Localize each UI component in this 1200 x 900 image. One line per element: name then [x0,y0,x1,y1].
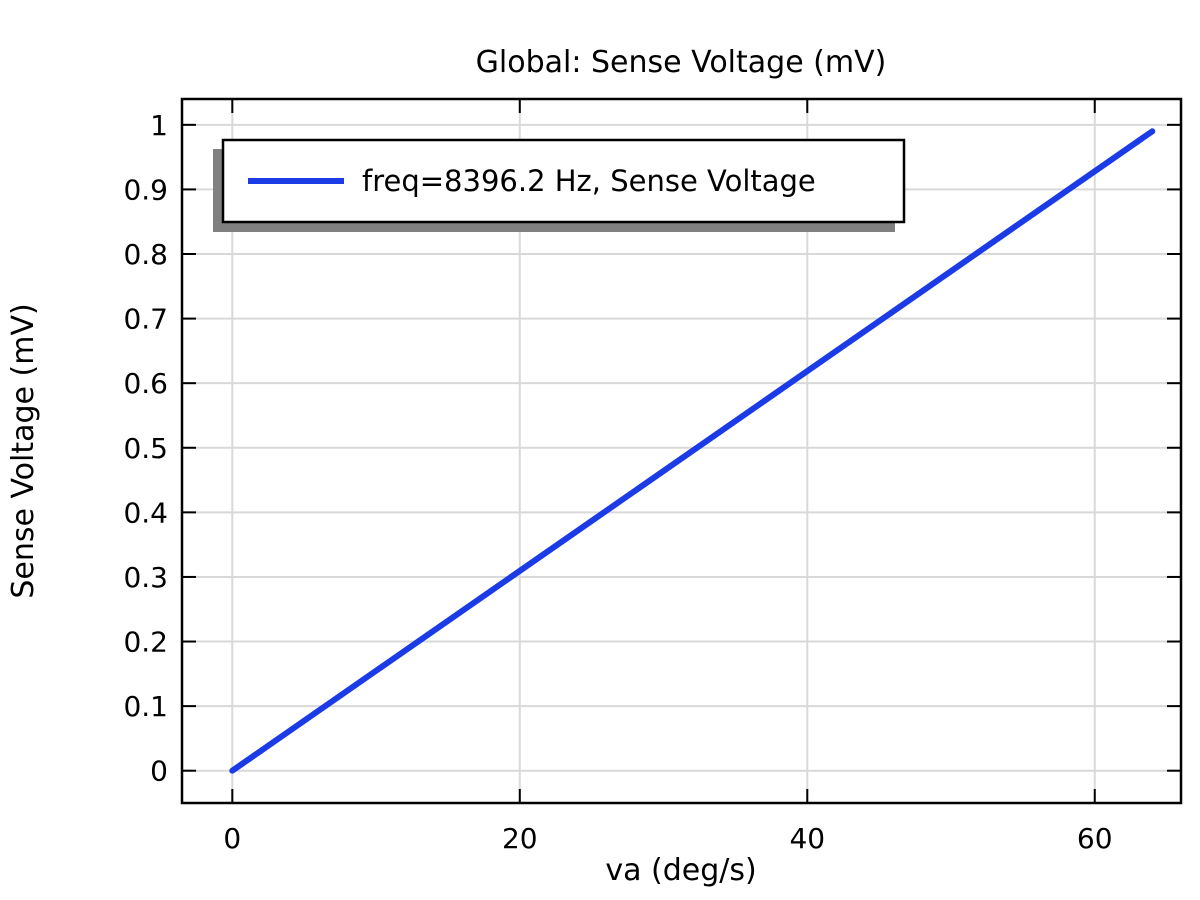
y-tick-label: 1 [150,109,168,142]
y-tick-label: 0.7 [123,303,168,336]
legend: freq=8396.2 Hz, Sense Voltage [213,138,906,232]
plot-frame [180,97,1183,805]
ticks [182,99,1181,803]
x-axis-title: va (deg/s) [605,853,756,888]
y-tick-label: 0 [150,755,168,788]
y-tick-label: 0.9 [123,173,168,206]
y-tick-label: 0.6 [123,367,168,400]
y-tick-label: 0.4 [123,496,168,529]
legend-label: freq=8396.2 Hz, Sense Voltage [362,164,816,198]
series-layer [229,128,1156,774]
x-tick-label: 40 [789,822,825,855]
y-tick-label: 0.2 [123,626,168,659]
y-tick-label: 0.8 [123,238,168,271]
series-line [229,128,1156,774]
x-tick-label: 0 [223,822,241,855]
tick-labels: 0 20 40 60 0 0.1 0.2 0.3 0.4 0.5 0.6 0.7 0.8 0.9 1 [123,109,1112,855]
y-tick-label: 0.5 [123,432,168,465]
x-tick-label: 20 [502,822,538,855]
x-tick-label: 60 [1077,822,1113,855]
y-axis-title: Sense Voltage (mV) [6,303,41,598]
chart-title: Global: Sense Voltage (mV) [476,45,887,80]
y-tick-label: 0.3 [123,561,168,594]
y-tick-label: 0.1 [123,690,168,723]
